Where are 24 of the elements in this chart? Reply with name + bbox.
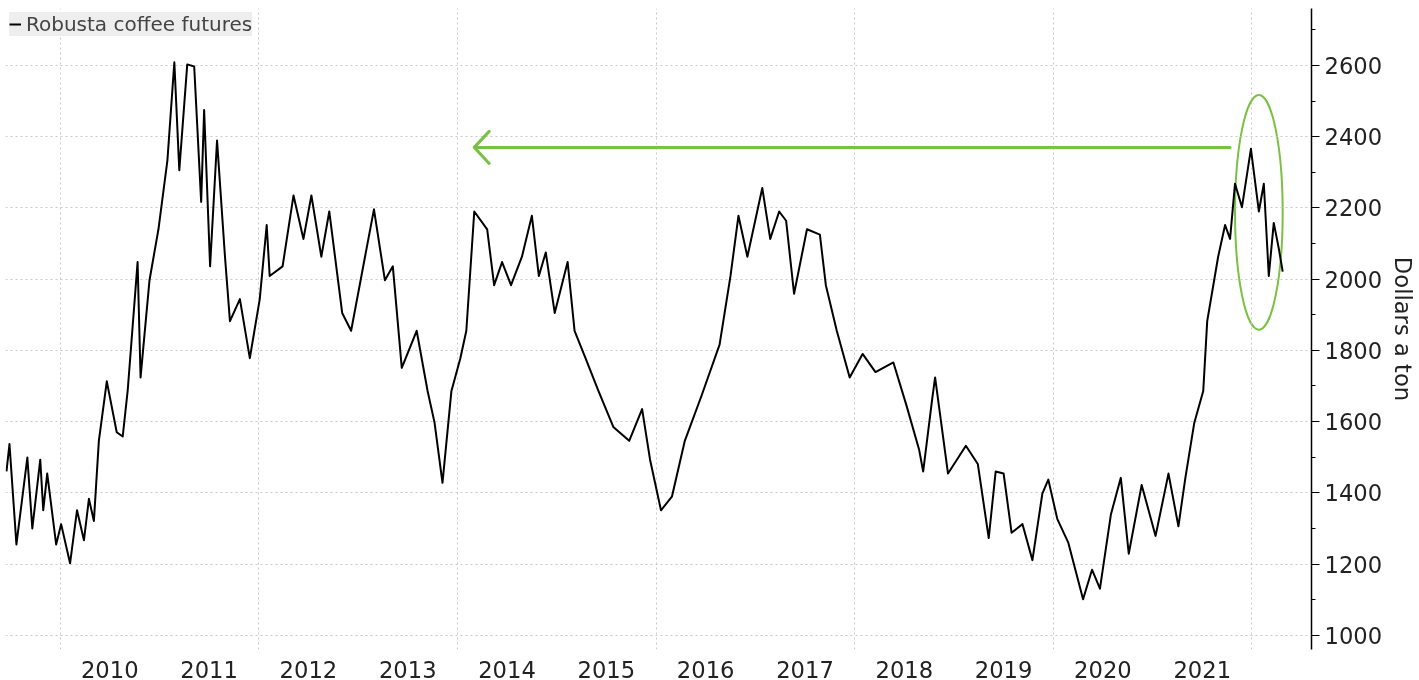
y-tick-label: 2600 [1324, 52, 1383, 79]
y-tick-label: 1000 [1324, 622, 1383, 649]
x-tick-label: 2014 [478, 656, 536, 680]
y-axis-title: Dollars a ton [1390, 256, 1417, 402]
y-tick-label: 2000 [1324, 266, 1383, 293]
x-tick-label: 2016 [676, 656, 735, 680]
y-tick-label: 2400 [1324, 124, 1383, 151]
y-tick-label: 1800 [1324, 337, 1383, 364]
y-tick-label: 2200 [1324, 195, 1383, 222]
x-tick-label: 2015 [577, 656, 636, 680]
x-tick-label: 2018 [875, 656, 934, 680]
x-tick-label: 2020 [1074, 656, 1132, 680]
x-tick-label: 2019 [974, 656, 1033, 680]
line-series [5, 61, 1284, 601]
y-tick-label: 1600 [1324, 409, 1383, 436]
x-tick-label: 2011 [180, 656, 238, 680]
y-tick-label: 1200 [1324, 551, 1383, 578]
y-tick-label: 1400 [1324, 480, 1383, 507]
legend-label: Robusta coffee futures [26, 12, 253, 36]
x-tick-label: 2013 [378, 656, 437, 680]
x-tick-label: 2021 [1173, 656, 1232, 680]
x-tick-label: 2012 [279, 656, 338, 680]
x-tick-label: 2010 [80, 656, 139, 680]
x-tick-label: 2017 [776, 656, 834, 680]
